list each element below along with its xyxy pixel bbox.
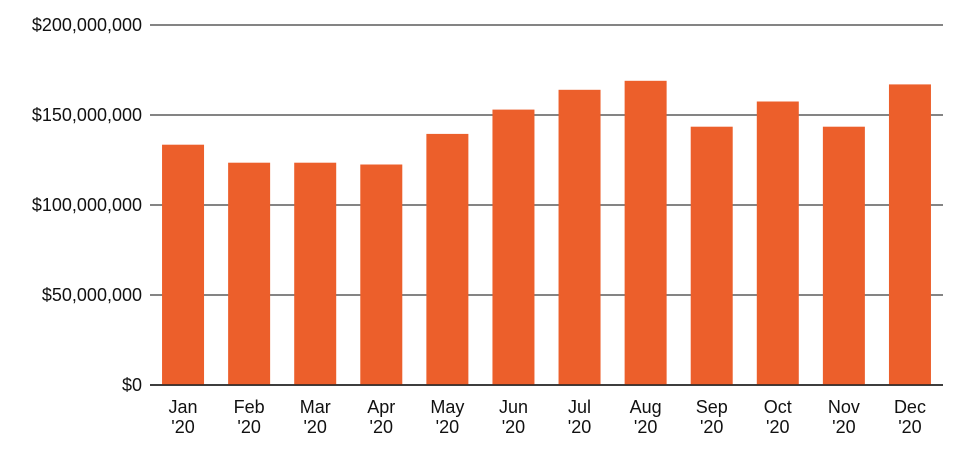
- bar-aug: [624, 80, 667, 386]
- x-tick-label-month: Jan: [169, 397, 198, 417]
- bar-sep: [690, 126, 733, 385]
- y-tick-label: $100,000,000: [32, 195, 142, 215]
- x-tick-label-month: Apr: [367, 397, 395, 417]
- x-tick-label: Dec '20: [894, 397, 926, 437]
- x-tick-label: Jun '20: [499, 397, 528, 437]
- bar-nov: [822, 126, 865, 385]
- bar-jul: [558, 89, 601, 386]
- x-tick-label-month: Oct: [764, 397, 792, 417]
- bar-mar: [294, 162, 337, 385]
- bar-jun: [492, 109, 535, 385]
- x-tick-label-year: '20: [171, 417, 194, 437]
- x-tick-label-year: '20: [832, 417, 855, 437]
- x-tick-label: Nov '20: [828, 397, 860, 437]
- y-tick-label: $0: [122, 375, 142, 395]
- x-tick-label: Feb '20: [234, 397, 265, 437]
- x-tick-label-year: '20: [898, 417, 921, 437]
- y-tick-label: $200,000,000: [32, 15, 142, 35]
- x-tick-label-month: Jun: [499, 397, 528, 417]
- x-tick-label: Oct '20: [764, 397, 792, 437]
- bar-apr: [360, 164, 403, 385]
- x-tick-label: Sep '20: [696, 397, 728, 437]
- x-tick-label-year: '20: [237, 417, 260, 437]
- x-tick-label: Mar '20: [300, 397, 331, 437]
- x-tick-label-year: '20: [766, 417, 789, 437]
- x-tick-label-month: Feb: [234, 397, 265, 417]
- x-tick-label-month: Sep: [696, 397, 728, 417]
- bar-feb: [228, 162, 271, 385]
- x-tick-label-year: '20: [502, 417, 525, 437]
- x-tick-label: Jul '20: [568, 397, 591, 437]
- y-tick-label: $50,000,000: [42, 285, 142, 305]
- bar-jan: [162, 144, 205, 385]
- x-tick-label-year: '20: [634, 417, 657, 437]
- x-tick-label-year: '20: [370, 417, 393, 437]
- x-tick-label: Jan '20: [169, 397, 198, 437]
- x-tick-label-month: May: [430, 397, 464, 417]
- x-tick-label: Apr '20: [367, 397, 395, 437]
- x-tick-label-year: '20: [436, 417, 459, 437]
- x-tick-label: Aug '20: [630, 397, 662, 437]
- bar-may: [426, 133, 469, 385]
- x-tick-label-year: '20: [700, 417, 723, 437]
- bar-dec: [888, 84, 931, 386]
- x-tick-label-month: Jul: [568, 397, 591, 417]
- y-tick-label: $150,000,000: [32, 105, 142, 125]
- x-tick-label-year: '20: [303, 417, 326, 437]
- x-tick-label-month: Mar: [300, 397, 331, 417]
- x-tick-label-month: Aug: [630, 397, 662, 417]
- x-tick-label-month: Nov: [828, 397, 860, 417]
- bar-oct: [756, 101, 799, 385]
- x-tick-label: May '20: [430, 397, 464, 437]
- x-tick-label-year: '20: [568, 417, 591, 437]
- x-tick-label-month: Dec: [894, 397, 926, 417]
